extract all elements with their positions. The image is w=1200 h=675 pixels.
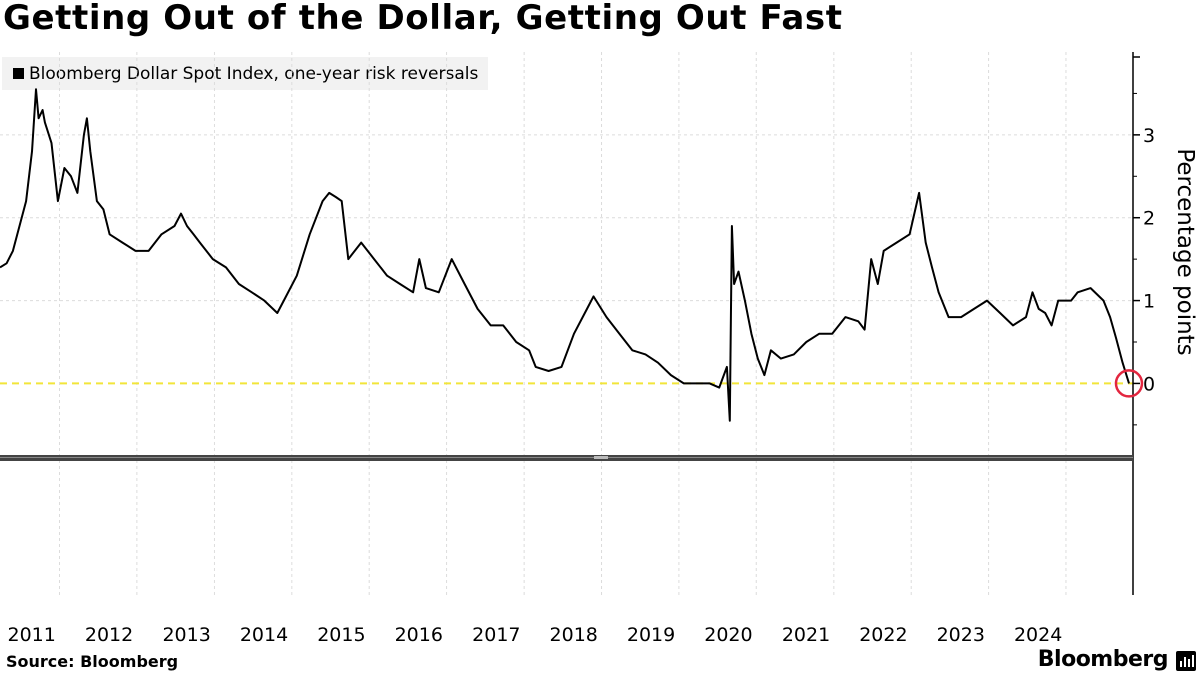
legend-label: Bloomberg Dollar Spot Index, one-year ri…	[29, 63, 479, 84]
x-tick-label: 2014	[240, 624, 288, 646]
y-tick-label: 2	[1143, 208, 1155, 230]
x-tick-label: 2016	[395, 624, 443, 646]
x-tick-label: 2020	[704, 624, 752, 646]
x-tick-label: 2015	[317, 624, 365, 646]
x-tick-label: 2024	[1014, 624, 1062, 646]
x-tick-label: 2017	[472, 624, 520, 646]
brand-chart-icon	[1176, 651, 1196, 671]
divider-highlight	[0, 457, 1133, 458]
panel-divider	[0, 455, 1133, 461]
x-axis-ticks: 2011 2012 2013 2014 2015 2016 2017 2018 2019 2020…	[8, 624, 1063, 646]
brand-logo-text: Bloomberg	[1037, 647, 1169, 672]
x-tick-label: 2019	[627, 624, 675, 646]
x-tick-label: 2013	[162, 624, 210, 646]
y-tick-label: 1	[1143, 291, 1155, 313]
y-tick-label: 0	[1143, 373, 1155, 395]
x-tick-label: 2011	[8, 624, 56, 646]
chart-title: Getting Out of the Dollar, Getting Out F…	[3, 0, 843, 38]
x-tick-label: 2022	[859, 624, 907, 646]
legend-swatch	[13, 68, 24, 79]
grid	[0, 52, 1133, 595]
legend: Bloomberg Dollar Spot Index, one-year ri…	[2, 57, 489, 90]
highlight-circle	[1114, 369, 1144, 398]
source-note: Source: Bloomberg	[6, 652, 179, 671]
x-tick-label: 2021	[782, 624, 830, 646]
x-tick-label: 2023	[937, 624, 985, 646]
y-axis: 0 1 2 3	[1132, 52, 1155, 595]
divider-grip	[594, 456, 608, 459]
series-line	[0, 88, 1130, 422]
x-tick-label: 2012	[85, 624, 133, 646]
y-tick-label: 3	[1143, 125, 1155, 147]
x-tick-label: 2018	[550, 624, 598, 646]
y-axis-label: Percentage points	[1172, 148, 1198, 356]
